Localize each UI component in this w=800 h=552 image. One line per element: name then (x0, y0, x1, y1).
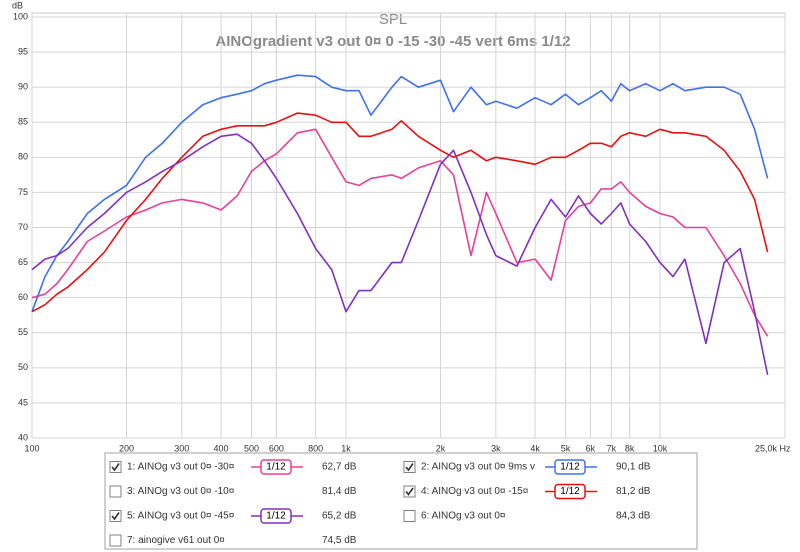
x-tick-label: 100 (24, 443, 39, 453)
checkmark (111, 512, 120, 521)
x-tick-label: 600 (269, 443, 284, 453)
x-tick-label: 10k (653, 443, 668, 453)
y-tick-label: 80 (18, 152, 28, 162)
y-tick-label: 40 (18, 432, 28, 442)
y-tick-label: 55 (18, 327, 28, 337)
smoothing-badge[interactable] (260, 459, 292, 475)
legend-label: 6: AINOg v3 out 0¤ (421, 511, 506, 522)
checkmark (405, 463, 414, 472)
visibility-checkbox[interactable] (403, 510, 416, 522)
x-tick-label: 8k (625, 443, 635, 453)
legend-readout: 81,2 dB (616, 486, 651, 497)
y-axis-label: dB (12, 0, 23, 10)
x-tick-label: 3k (491, 443, 501, 453)
spl-curve (31, 133, 769, 376)
chart-subtitle: AINOgradient v3 out 0¤ 0 -15 -30 -45 ver… (215, 33, 570, 50)
legend-box (104, 452, 698, 550)
x-tick-label: 4k (530, 443, 540, 453)
y-tick-label: 60 (18, 292, 28, 302)
y-tick-label: 50 (18, 362, 28, 372)
y-tick-label: 70 (18, 222, 28, 232)
smoothing-label: 1/12 (560, 486, 580, 497)
smoothing-label: 1/12 (266, 511, 286, 522)
visibility-checkbox[interactable] (109, 510, 122, 522)
legend-label: 4: AINOg v3 out 0¤ -15¤ (421, 486, 529, 497)
x-tick-label: 800 (308, 443, 323, 453)
smoothing-badge[interactable] (260, 508, 292, 524)
y-tick-label: 75 (18, 187, 28, 197)
legend-label: 7: ainogive v61 out 0¤ (127, 535, 225, 546)
y-tick-label: 100 (13, 11, 28, 21)
x-tick-label: 1k (341, 443, 351, 453)
legend-label: 5: AINOg v3 out 0¤ -45¤ (127, 511, 235, 522)
spl-curve (31, 112, 769, 313)
visibility-checkbox[interactable] (403, 485, 416, 498)
legend-readout: 90,1 dB (616, 462, 651, 473)
chart-title: SPL (379, 11, 407, 28)
x-tick-label: 400 (214, 443, 229, 453)
x-tick-label: 500 (244, 443, 259, 453)
legend-readout: 84,3 dB (616, 511, 651, 522)
y-tick-label: 65 (18, 257, 28, 267)
visibility-checkbox[interactable] (109, 485, 122, 498)
y-tick-label: 95 (18, 46, 28, 56)
plot-area (31, 12, 786, 439)
x-tick-label: 300 (174, 443, 189, 453)
y-tick-label: 45 (18, 397, 28, 407)
checkmark (111, 463, 120, 472)
legend-label: 1: AINOg v3 out 0¤ -30¤ (127, 462, 235, 473)
y-tick-label: 90 (18, 82, 28, 92)
spl-curve (31, 128, 769, 337)
x-tick-label: 25,0k Hz (755, 443, 791, 453)
smoothing-label: 1/12 (560, 462, 580, 473)
x-tick-label: 6k (586, 443, 596, 453)
checkmark (405, 487, 414, 496)
spl-curve (31, 74, 769, 312)
visibility-checkbox[interactable] (109, 461, 122, 473)
x-tick-label: 7k (607, 443, 617, 453)
smoothing-label: 1/12 (266, 462, 286, 473)
x-tick-label: 5k (561, 443, 571, 453)
legend-label: 3: AINOg v3 out 0¤ -10¤ (127, 486, 235, 497)
y-tick-label: 85 (18, 117, 28, 127)
legend-label: 2: AINOg v3 out 0¤ 9ms v (421, 462, 535, 473)
legend-readout: 74,5 dB (322, 535, 357, 546)
visibility-checkbox[interactable] (403, 461, 416, 473)
legend-readout: 62,7 dB (322, 462, 357, 473)
smoothing-badge[interactable] (554, 483, 586, 500)
legend-readout: 81,4 dB (322, 486, 357, 497)
smoothing-badge[interactable] (554, 459, 586, 475)
x-tick-label: 2k (436, 443, 446, 453)
visibility-checkbox[interactable] (109, 534, 122, 547)
x-tick-label: 200 (119, 443, 134, 453)
legend-readout: 65,2 dB (322, 511, 357, 522)
